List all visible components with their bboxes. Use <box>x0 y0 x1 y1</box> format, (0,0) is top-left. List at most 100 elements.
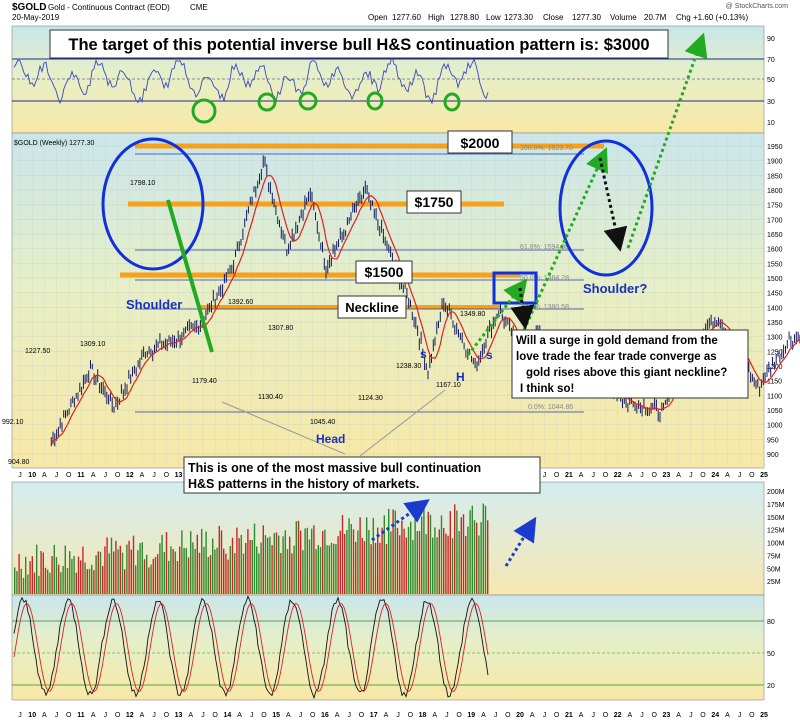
shoulder-right-label: Shoulder? <box>583 281 647 296</box>
volume-bar <box>108 553 110 594</box>
price-tick-label: 1050 <box>767 408 783 415</box>
volume-bar <box>220 530 223 594</box>
volume-value: 20.7M <box>644 13 667 22</box>
volume-bar <box>121 552 124 594</box>
volume-bar <box>22 577 25 594</box>
price-tick-label: 1250 <box>767 349 783 356</box>
volume-bar <box>150 564 152 594</box>
rsi-line <box>13 56 489 105</box>
x-tick-label: 17 <box>370 712 378 719</box>
volume-bar <box>75 572 77 594</box>
volume-bar <box>480 522 482 594</box>
x-tick-label: 22 <box>614 472 622 479</box>
x-tick-label: 24 <box>711 472 719 479</box>
low-label: Low <box>486 13 501 22</box>
volume-bar <box>38 575 40 594</box>
x-tick-label: J <box>738 472 742 479</box>
close-value: 1277.30 <box>572 13 601 22</box>
volume-bar <box>128 540 130 594</box>
x-tick-label: J <box>18 712 22 719</box>
volume-bar <box>170 546 172 594</box>
volume-bar <box>330 542 333 594</box>
volume-bar <box>469 510 471 594</box>
volume-bar <box>284 530 286 594</box>
volume-bar <box>295 521 297 594</box>
green-arrow-to-2000 <box>522 147 608 331</box>
volume-bar <box>225 553 227 594</box>
volume-tick-label: 50M <box>767 566 781 573</box>
x-tick-label: O <box>505 712 511 719</box>
x-tick-label: A <box>91 712 96 719</box>
high-value: 1278.80 <box>450 13 479 22</box>
volume-bar <box>357 530 359 594</box>
volume-bar <box>214 549 216 594</box>
fib-label-618: 61.8%: 1594.98 <box>520 244 569 251</box>
rsi-circle-5 <box>443 92 461 112</box>
price-tick-label: 1900 <box>767 159 783 166</box>
small-s1-label: s <box>420 347 427 361</box>
volume-bar <box>69 551 71 594</box>
volume-bar <box>251 540 253 594</box>
x-tick-label: 15 <box>272 712 280 719</box>
x-tick-label: 10 <box>28 712 36 719</box>
volume-bar <box>328 545 330 594</box>
volume-bar <box>436 537 438 594</box>
volume-bar <box>460 517 462 594</box>
x-tick-label: A <box>725 472 730 479</box>
x-tick-label: J <box>55 712 59 719</box>
x-tick-label: A <box>188 712 193 719</box>
chart-header: $GOLD Gold - Continuous Contract (EOD) C… <box>12 2 788 22</box>
x-tick-label: 10 <box>28 472 36 479</box>
volume-bar <box>359 517 361 594</box>
price-value-label: 1227.50 <box>25 348 50 355</box>
x-tick-label: J <box>640 472 644 479</box>
volume-bar <box>388 509 390 594</box>
x-tick-label: A <box>432 712 437 719</box>
volume-bar <box>146 554 148 594</box>
volume-bar <box>82 546 84 594</box>
volume-bar <box>421 516 423 594</box>
x-tick-label: A <box>237 712 242 719</box>
volume-bar <box>80 560 82 594</box>
volume-bar <box>396 527 399 594</box>
volume-bar <box>223 548 225 594</box>
volume-bar <box>242 553 245 594</box>
watermark: @ StockCharts.com <box>726 3 789 10</box>
volume-bar <box>326 545 328 594</box>
volume-bar <box>176 561 179 594</box>
volume-bar <box>236 527 238 594</box>
volume-bar <box>117 549 119 594</box>
volume-bar <box>14 567 16 594</box>
x-tick-label: J <box>738 712 742 719</box>
price-value-label: 1798.10 <box>130 180 155 187</box>
question-callout: Will a surge in gold demand from the lov… <box>511 329 749 399</box>
x-tick-label: J <box>55 472 59 479</box>
volume-bar <box>418 530 421 594</box>
x-tick-label: J <box>689 472 693 479</box>
price-value-label: 1349.80 <box>460 311 485 318</box>
volume-bar <box>209 555 212 594</box>
open-value: 1277.60 <box>392 13 421 22</box>
volume-bar <box>77 556 80 594</box>
x-tick-label: J <box>494 712 498 719</box>
volume-bar <box>25 556 27 594</box>
volume-bar <box>471 505 473 594</box>
volume-bar <box>84 562 86 594</box>
green-decline-line <box>166 199 214 353</box>
volume-bar <box>278 535 280 594</box>
volume-bar <box>390 531 392 594</box>
x-tick-label: A <box>481 712 486 719</box>
volume-bar <box>53 544 55 594</box>
right-shoulder-ellipse <box>558 139 654 277</box>
volume-bar <box>313 525 315 594</box>
price-value-label: 1130.40 <box>258 394 283 401</box>
price-tick-label: 1750 <box>767 203 783 210</box>
volume-bar <box>403 528 405 594</box>
volume-bar <box>132 535 135 594</box>
x-tick-label: 11 <box>77 472 85 479</box>
instrument-name: Gold - Continuous Contract (EOD) <box>48 3 170 12</box>
volume-bar <box>168 560 170 594</box>
x-tick-label: J <box>299 712 303 719</box>
volume-bar <box>473 520 476 594</box>
volume-bar <box>179 546 181 594</box>
